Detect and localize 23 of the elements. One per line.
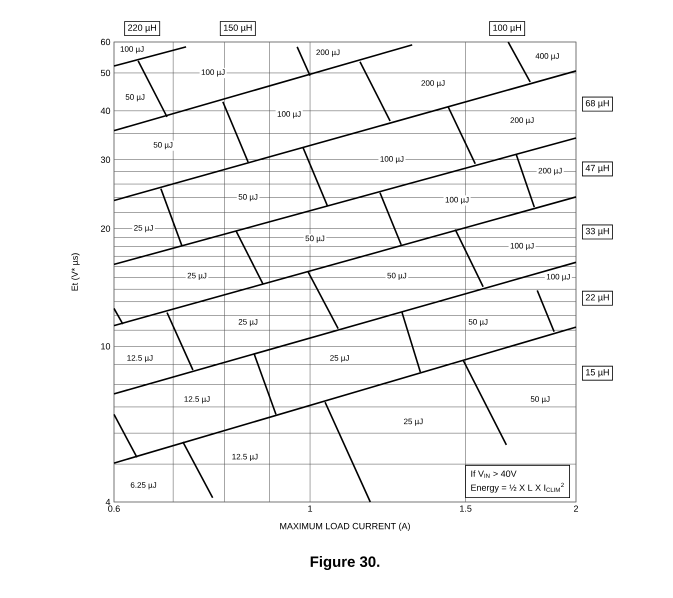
x-tick-label: 0.6	[108, 506, 120, 512]
text: 33 µH	[586, 228, 609, 236]
y-tick-label: 50	[100, 70, 110, 76]
annotation: If V$_{IN}$ > 40V	[471, 470, 517, 478]
y-tick-label: 20	[100, 225, 110, 232]
y-tick-label: 60	[100, 38, 110, 46]
text: 22 µH	[586, 294, 609, 302]
y-tick-label: 30	[100, 156, 110, 163]
text: Figure 30.	[310, 556, 380, 570]
text: 68 µH	[586, 100, 609, 108]
y-tick-label: 10	[101, 343, 110, 350]
text: 150 µH	[224, 24, 252, 33]
text: 100 µH	[493, 24, 521, 33]
x-tick-label: 1	[308, 506, 312, 512]
text: 47 µH	[586, 164, 609, 173]
x-tick-label: 2	[574, 506, 578, 512]
x-tick-label: 1.5	[460, 506, 472, 512]
y-tick-label: 40	[100, 108, 110, 114]
y-tick-label: 4	[106, 498, 110, 506]
x-axis-title: MAXIMUM LOAD CURRENT (A)	[280, 522, 410, 532]
text: 15 µH	[586, 369, 609, 378]
text: 220 µH	[128, 24, 156, 33]
y-axis-title: Et (V* µs)	[71, 253, 80, 291]
